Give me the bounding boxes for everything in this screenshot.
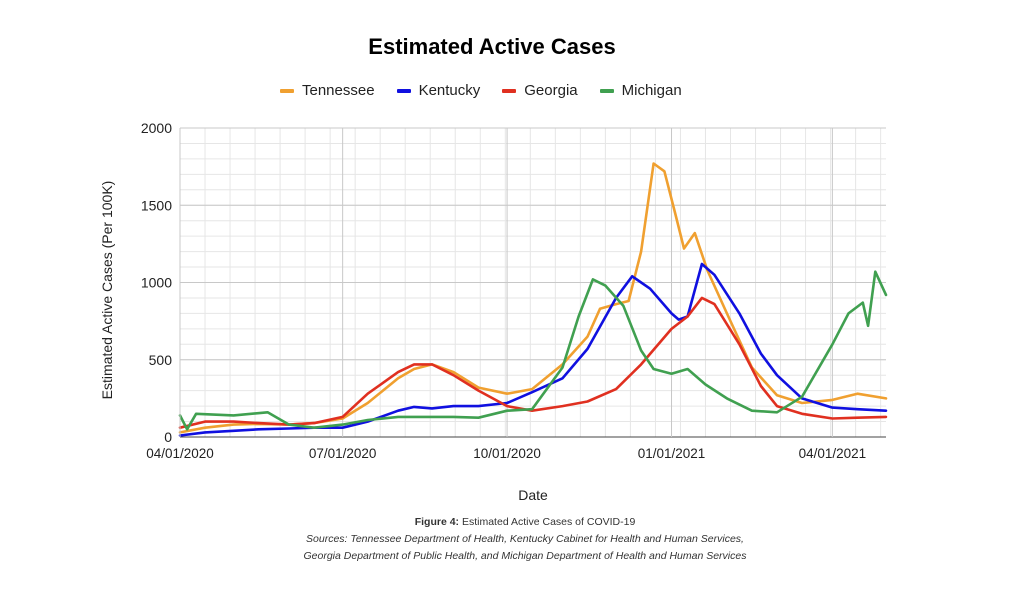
series-line-michigan <box>178 270 888 431</box>
y-tick-label: 500 <box>149 352 173 368</box>
y-tick-label: 0 <box>164 429 172 445</box>
figure-caption: Figure 4: Estimated Active Cases of COVI… <box>0 514 1024 531</box>
x-tick-label: 01/01/2021 <box>638 446 706 461</box>
legend-label-tennessee: Tennessee <box>302 82 375 99</box>
x-axis-title: Date <box>518 487 548 503</box>
chart-title: Estimated Active Cases <box>368 34 616 59</box>
y-axis-title: Estimated Active Cases (Per 100K) <box>99 181 115 400</box>
legend-swatch-tennessee <box>280 88 294 93</box>
legend-item-michigan: Michigan <box>599 82 682 99</box>
figure-text: Estimated Active Cases of COVID-19 <box>461 516 636 528</box>
series-line-georgia <box>178 296 888 430</box>
legend-item-georgia: Georgia <box>502 82 578 99</box>
axes: 0 500 1000 1500 2000 04/01/2020 07/01/2020 10/0… <box>141 120 866 461</box>
legend-label-michigan: Michigan <box>621 82 682 99</box>
y-tick-label: 1000 <box>141 275 172 291</box>
y-tick-label: 1500 <box>141 197 172 213</box>
figure-label: Figure 4: <box>414 516 460 528</box>
legend-item-kentucky: Kentucky <box>396 82 481 99</box>
caption-sources-line2: Georgia Department of Public Health, and… <box>303 550 747 562</box>
x-tick-label: 07/01/2020 <box>309 446 377 461</box>
legend-label-kentucky: Kentucky <box>418 82 481 99</box>
legend-item-tennessee: Tennessee <box>280 82 375 99</box>
legend-label-georgia: Georgia <box>524 82 578 99</box>
legend-swatch-georgia <box>502 88 517 93</box>
caption-sources-line1: Sources: Tennessee Department of Health,… <box>306 533 744 545</box>
series-lines <box>178 162 888 437</box>
chart-legend: Tennessee Kentucky Georgia Michigan <box>280 82 682 99</box>
y-tick-label: 2000 <box>141 120 172 136</box>
x-tick-label: 10/01/2020 <box>473 446 541 461</box>
x-tick-label: 04/01/2021 <box>799 446 867 461</box>
legend-swatch-kentucky <box>396 88 411 93</box>
x-tick-label: 04/01/2020 <box>146 446 214 461</box>
legend-swatch-michigan <box>599 88 614 93</box>
